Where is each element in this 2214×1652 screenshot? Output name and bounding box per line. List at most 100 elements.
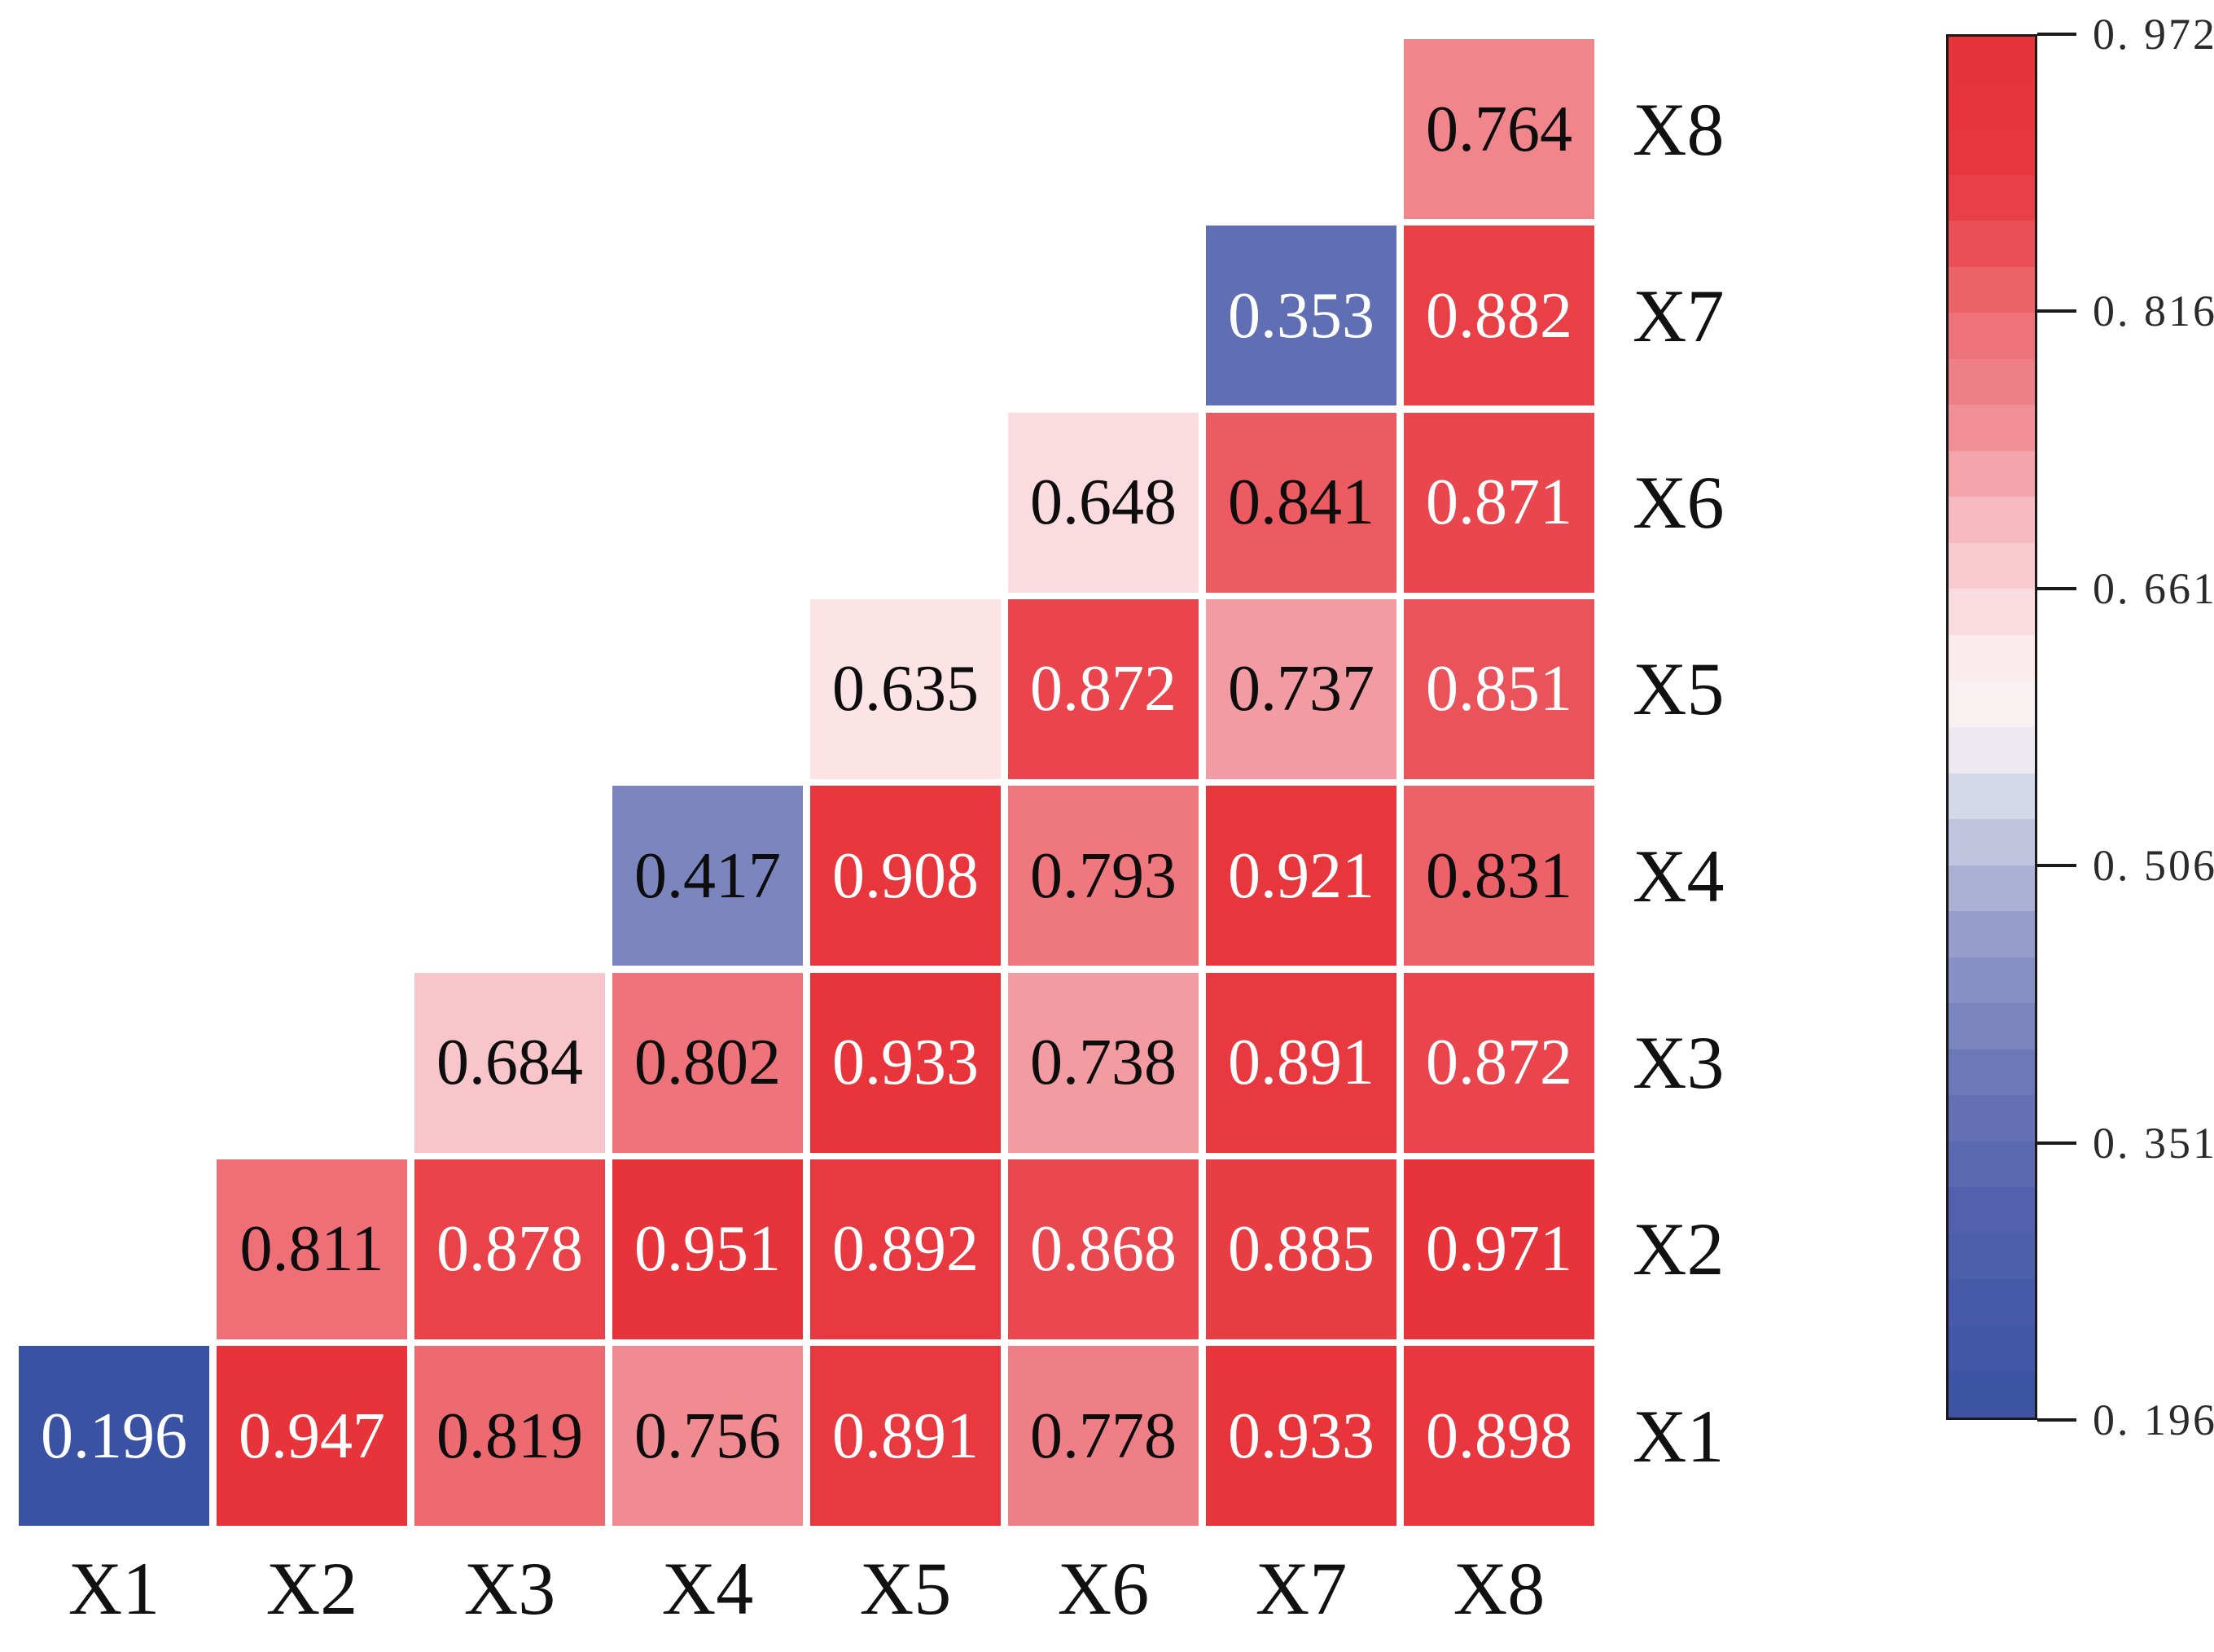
heatmap-cell-X6-X8: 0.871 xyxy=(1404,412,1594,593)
heatmap-cell-X2-X7: 0.885 xyxy=(1206,1159,1396,1339)
heatmap-cell-X4-X4: 0.417 xyxy=(612,786,803,966)
colorbar-tick xyxy=(2037,309,2076,313)
x-axis-label-X7: X7 xyxy=(1255,1547,1348,1630)
heatmap-cell-X4-X8: 0.831 xyxy=(1404,786,1594,966)
heatmap-cell-X1-X4: 0.756 xyxy=(612,1346,803,1527)
colorbar-tick-label: 0. 6616 xyxy=(2093,563,2214,613)
colorbar-band xyxy=(1949,37,2035,83)
colorbar-band xyxy=(1949,175,2035,221)
x-axis-label-X1: X1 xyxy=(68,1547,160,1630)
cell-value: 0.891 xyxy=(1228,1027,1374,1098)
colorbar-band xyxy=(1949,1279,2035,1326)
colorbar-band xyxy=(1949,1234,2035,1279)
cell-value: 0.756 xyxy=(634,1400,781,1472)
colorbar-band xyxy=(1949,497,2035,543)
heatmap-cell-X3-X7: 0.891 xyxy=(1206,972,1396,1153)
colorbar-band xyxy=(1949,865,2035,911)
heatmap-cell-X2-X4: 0.951 xyxy=(612,1159,803,1339)
y-axis-label-X1: X1 xyxy=(1633,1394,1725,1478)
colorbar-band xyxy=(1949,543,2035,589)
heatmap-cell-X1-X6: 0.778 xyxy=(1008,1346,1199,1527)
colorbar-tick xyxy=(2037,1141,2076,1145)
heatmap-cell-X6-X6: 0.648 xyxy=(1008,412,1199,593)
cell-value: 0.684 xyxy=(436,1027,583,1098)
heatmap-cell-X2-X5: 0.892 xyxy=(810,1159,1001,1339)
cell-value: 0.738 xyxy=(1030,1027,1177,1098)
cell-value: 0.871 xyxy=(1426,467,1572,539)
colorbar xyxy=(1946,34,2037,1420)
colorbar-band xyxy=(1949,1095,2035,1142)
cell-value: 0.811 xyxy=(239,1213,384,1286)
x-axis-label-X2: X2 xyxy=(265,1547,358,1630)
cell-value: 0.819 xyxy=(436,1400,583,1472)
y-axis-label-X6: X6 xyxy=(1633,461,1725,545)
colorbar-tick-label: 0. 3512 xyxy=(2093,1118,2214,1168)
colorbar-band xyxy=(1949,681,2035,727)
heatmap-cell-X2-X2: 0.811 xyxy=(217,1159,407,1339)
colorbar-band xyxy=(1949,405,2035,451)
colorbar-band xyxy=(1949,819,2035,865)
heatmap-cell-X7-X8: 0.882 xyxy=(1404,226,1594,406)
cell-value: 0.778 xyxy=(1030,1400,1177,1472)
colorbar-band xyxy=(1949,359,2035,405)
cell-value: 0.921 xyxy=(1228,839,1374,912)
cell-value: 0.971 xyxy=(1426,1213,1572,1286)
cell-value: 0.353 xyxy=(1228,279,1374,352)
colorbar-band xyxy=(1949,635,2035,681)
cell-value: 0.892 xyxy=(832,1213,979,1286)
heatmap-cell-X4-X5: 0.908 xyxy=(810,786,1001,966)
x-axis-label-X5: X5 xyxy=(859,1547,952,1630)
colorbar-band xyxy=(1949,589,2035,635)
colorbar-band xyxy=(1949,1049,2035,1095)
cell-value: 0.737 xyxy=(1228,653,1374,725)
cell-value: 0.885 xyxy=(1228,1213,1374,1286)
y-axis-label-X5: X5 xyxy=(1633,647,1725,731)
heatmap-cell-X3-X3: 0.684 xyxy=(414,972,605,1153)
colorbar-tick-label: 0. 5064 xyxy=(2093,841,2214,891)
cell-value: 0.764 xyxy=(1426,93,1572,165)
cell-value: 0.872 xyxy=(1030,653,1177,725)
colorbar-band xyxy=(1949,1142,2035,1187)
heatmap-cell-X3-X5: 0.933 xyxy=(810,972,1001,1153)
y-axis-label-X3: X3 xyxy=(1633,1021,1725,1104)
heatmap-cell-X1-X3: 0.819 xyxy=(414,1346,605,1527)
colorbar-tick xyxy=(2037,864,2076,868)
heatmap-cell-X1-X1: 0.196 xyxy=(19,1346,209,1527)
heatmap-cell-X1-X5: 0.891 xyxy=(810,1346,1001,1527)
colorbar-band xyxy=(1949,911,2035,957)
cell-value: 0.868 xyxy=(1030,1213,1177,1286)
colorbar-band xyxy=(1949,1187,2035,1234)
heatmap-cell-X1-X2: 0.947 xyxy=(217,1346,407,1527)
colorbar-band xyxy=(1949,83,2035,129)
heatmap-cell-X2-X6: 0.868 xyxy=(1008,1159,1199,1339)
colorbar-band xyxy=(1949,773,2035,819)
cell-value: 0.648 xyxy=(1030,467,1177,539)
cell-value: 0.635 xyxy=(832,653,979,725)
colorbar-band xyxy=(1949,221,2035,267)
cell-value: 0.851 xyxy=(1426,653,1572,725)
colorbar-band xyxy=(1949,1371,2035,1418)
y-axis-label-X4: X4 xyxy=(1633,834,1725,918)
heatmap-cell-X2-X8: 0.971 xyxy=(1404,1159,1594,1339)
cell-value: 0.831 xyxy=(1426,839,1572,912)
y-axis-label-X7: X7 xyxy=(1633,274,1725,357)
x-axis-label-X6: X6 xyxy=(1057,1547,1150,1630)
colorbar-band xyxy=(1949,1003,2035,1049)
cell-value: 0.802 xyxy=(634,1027,781,1098)
cell-value: 0.872 xyxy=(1426,1027,1572,1098)
heatmap-cell-X5-X8: 0.851 xyxy=(1404,598,1594,779)
heatmap-cell-X5-X6: 0.872 xyxy=(1008,598,1199,779)
heatmap-cell-X3-X4: 0.802 xyxy=(612,972,803,1153)
colorbar-band xyxy=(1949,1326,2035,1371)
cell-value: 0.891 xyxy=(832,1400,979,1472)
cell-value: 0.947 xyxy=(239,1400,385,1472)
heatmap-cell-X1-X7: 0.933 xyxy=(1206,1346,1396,1527)
x-axis-label-X4: X4 xyxy=(661,1547,754,1630)
cell-value: 0.878 xyxy=(436,1213,583,1286)
heatmap-cell-X5-X5: 0.635 xyxy=(810,598,1001,779)
heatmap-cell-X7-X7: 0.353 xyxy=(1206,226,1396,406)
x-axis-label-X3: X3 xyxy=(463,1547,556,1630)
